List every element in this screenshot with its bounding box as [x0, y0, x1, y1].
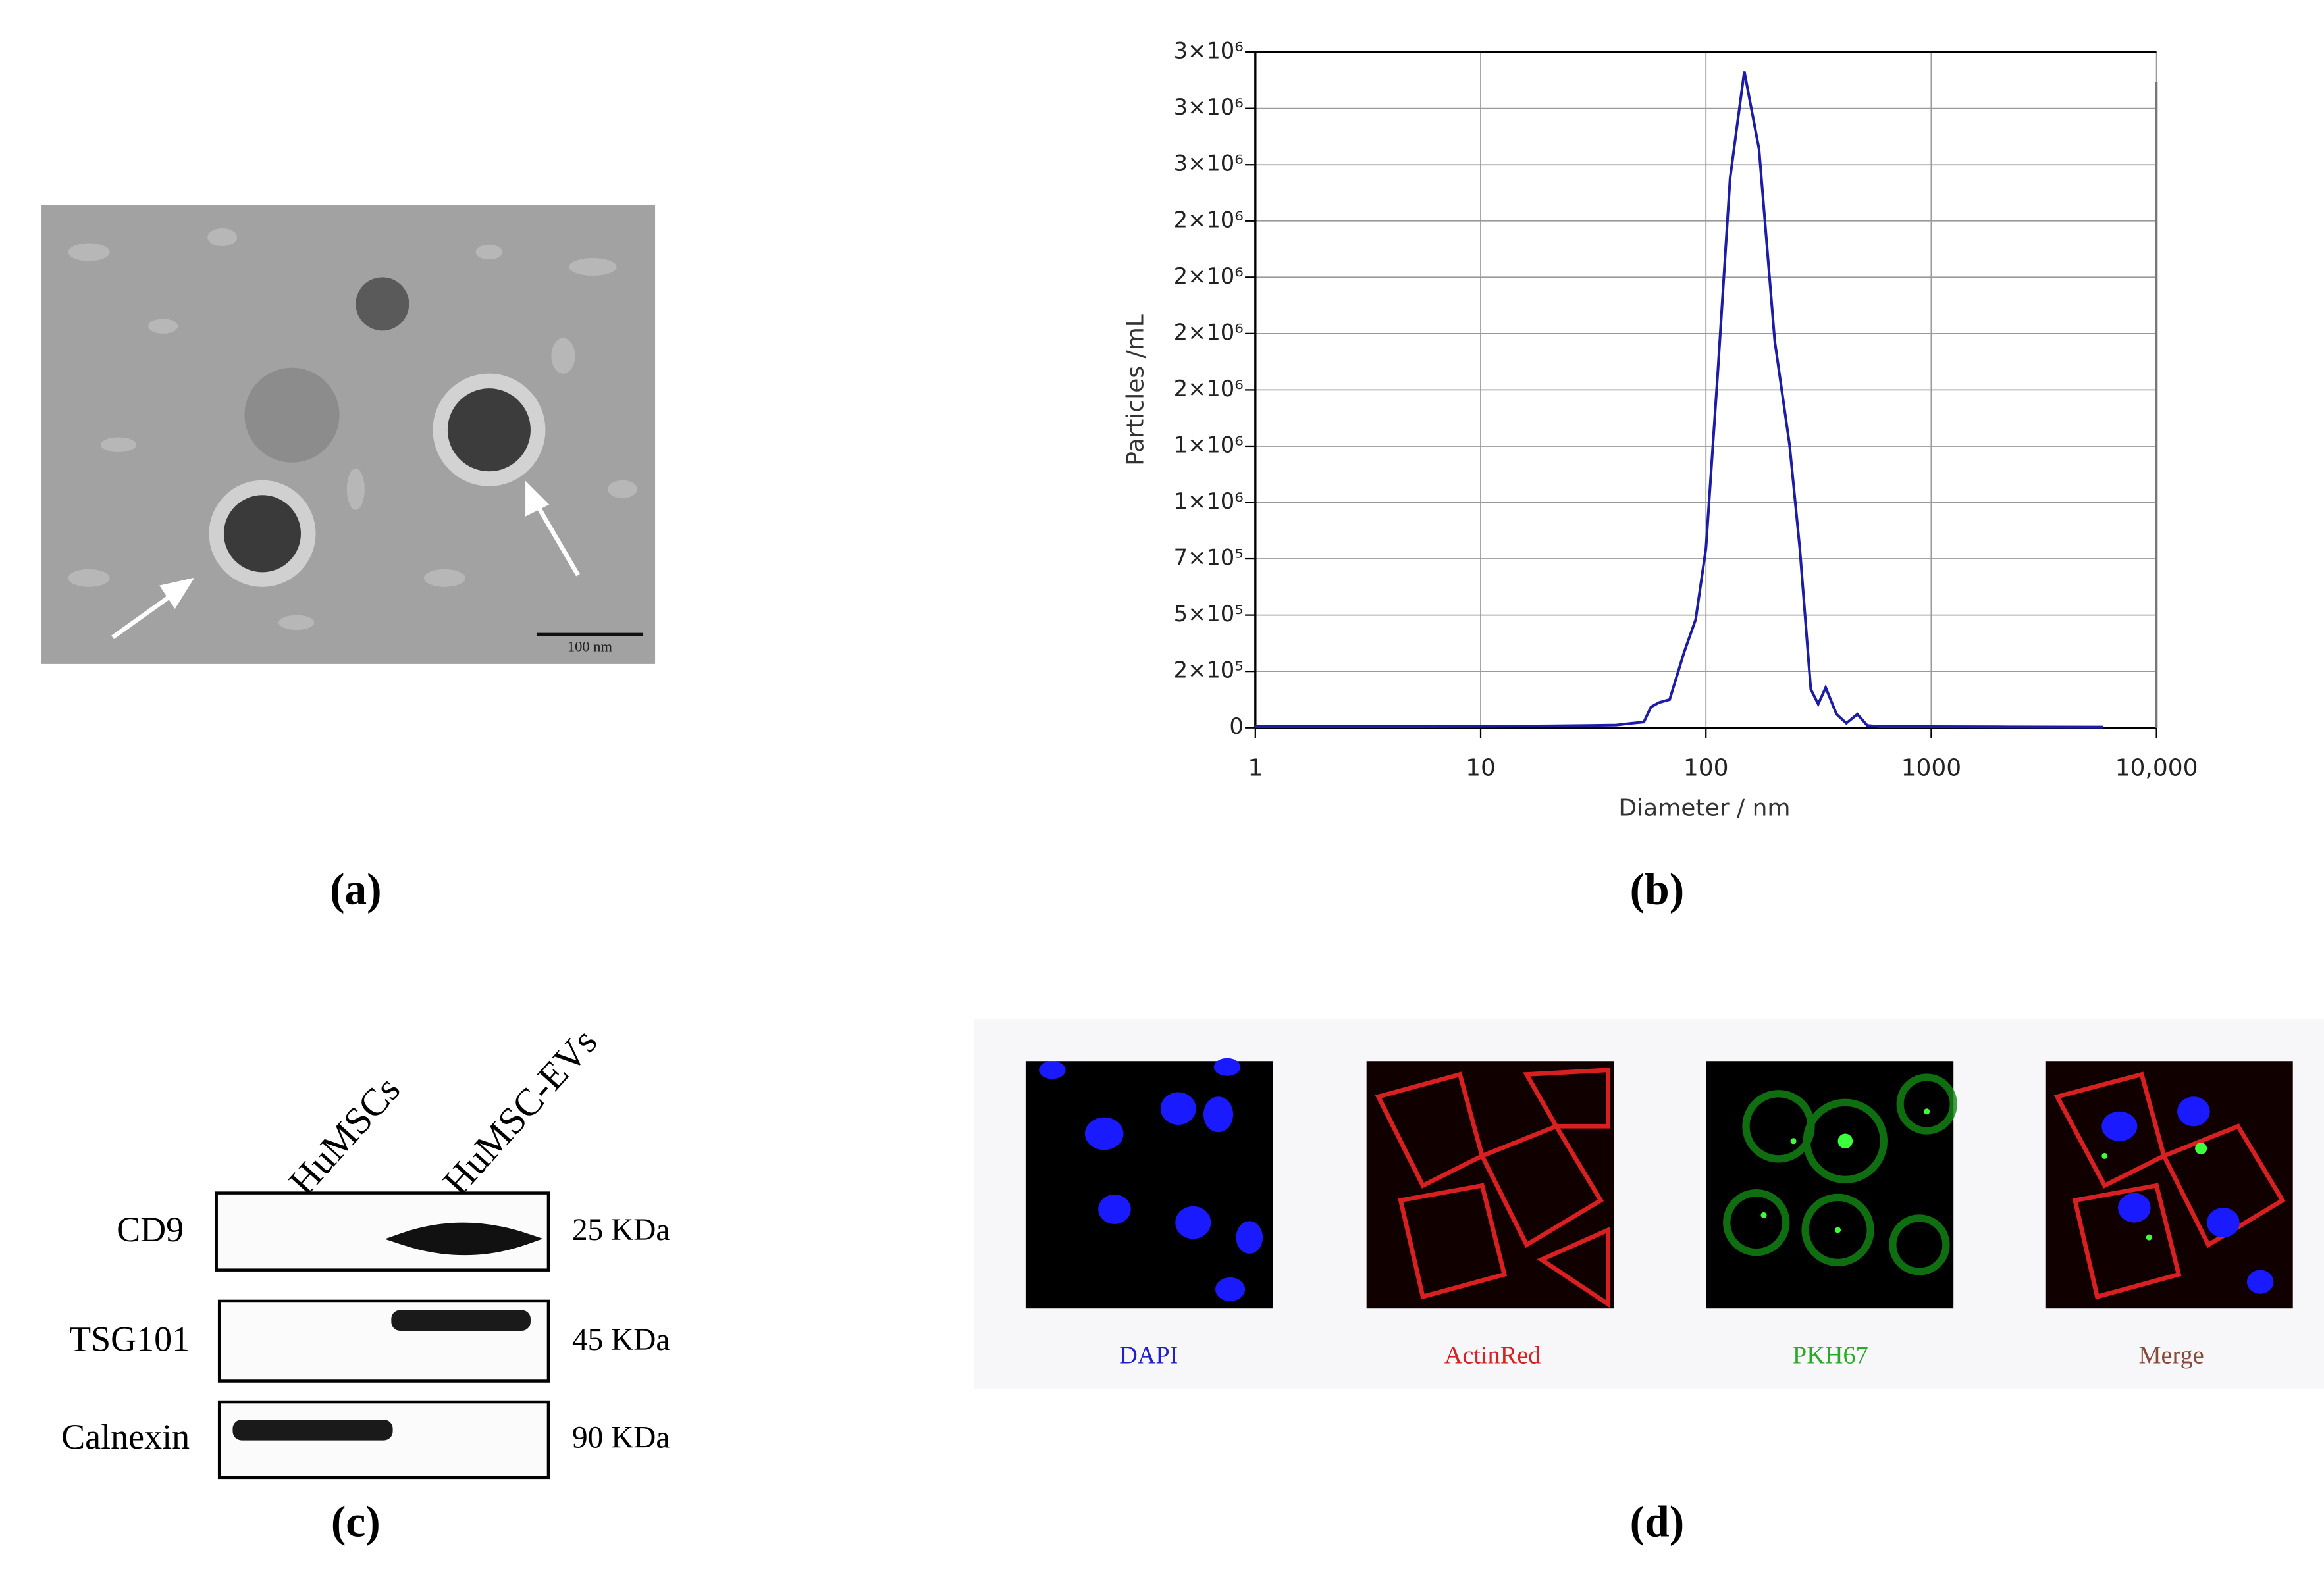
panel-label: (d)	[1630, 1497, 1685, 1547]
x-tick-label: 1000	[1901, 755, 1962, 782]
x-axis-label: Diameter / nm	[1618, 795, 1790, 822]
y-tick-label: 1×10⁶	[1174, 488, 1244, 514]
y-tick-label: 2×10⁶	[1174, 207, 1244, 232]
channel-label: Merge	[2139, 1341, 2204, 1369]
y-tick-label: 3×10⁶	[1174, 151, 1244, 176]
scale-bar-label: 100 nm	[568, 638, 613, 654]
channel-label: ActinRed	[1444, 1341, 1541, 1369]
protein-label: Calnexin	[61, 1417, 190, 1456]
column-header: HuMSC-EVs	[435, 1020, 605, 1203]
y-tick-label: 2×10⁶	[1174, 376, 1244, 401]
y-tick-label: 0	[1229, 713, 1243, 739]
y-tick-label: 2×10⁶	[1174, 263, 1244, 289]
x-tick-label: 10,000	[2115, 755, 2198, 782]
y-tick-label: 2×10⁵	[1174, 657, 1244, 683]
x-tick-label: 1	[1248, 755, 1263, 782]
channel-label: PKH67	[1793, 1341, 1868, 1369]
size-label: 90 KDa	[572, 1420, 670, 1455]
size-label: 25 KDa	[572, 1213, 670, 1247]
merge-image	[2045, 1061, 2293, 1309]
panel-label: (b)	[1630, 864, 1685, 914]
panel-label: (a)	[330, 864, 382, 914]
channel-label: DAPI	[1119, 1341, 1178, 1369]
tem-texture	[68, 228, 638, 631]
y-axis-label: Particles /mL	[1122, 314, 1149, 466]
protein-label: CD9	[117, 1210, 184, 1249]
panel-label: (c)	[331, 1497, 381, 1547]
vesicle	[244, 367, 340, 463]
blot-band	[391, 1310, 531, 1331]
dapi-image	[1025, 1058, 1273, 1309]
vesicle	[447, 388, 531, 472]
y-tick-label: 3×10⁶	[1174, 38, 1244, 64]
y-tick-label: 3×10⁶	[1174, 94, 1244, 120]
pkh67-image	[1706, 1061, 1957, 1309]
y-tick-label: 2×10⁶	[1174, 319, 1244, 345]
y-tick-label: 7×10⁵	[1174, 545, 1244, 571]
y-tick-label: 1×10⁶	[1174, 432, 1244, 457]
arrows	[111, 480, 580, 640]
blot-band	[384, 1222, 543, 1256]
vesicle	[223, 495, 302, 573]
column-header: HuMSCs	[280, 1068, 408, 1203]
tem-background	[41, 205, 656, 664]
size-label: 45 KDa	[572, 1323, 670, 1357]
vesicle	[356, 277, 409, 331]
protein-label: TSG101	[69, 1319, 190, 1358]
size-distribution-chart: Diameter / nm Particles /mL 0 2×10⁵ 5×10⁵ 7…	[1122, 38, 2198, 822]
y-tick-label: 5×10⁵	[1174, 601, 1244, 627]
x-tick-label: 10	[1466, 755, 1496, 782]
actin-image	[1366, 1061, 1614, 1309]
line-series	[1255, 71, 2103, 729]
blot-band	[232, 1420, 393, 1441]
tem-image	[41, 205, 656, 664]
x-tick-label: 100	[1683, 755, 1729, 782]
